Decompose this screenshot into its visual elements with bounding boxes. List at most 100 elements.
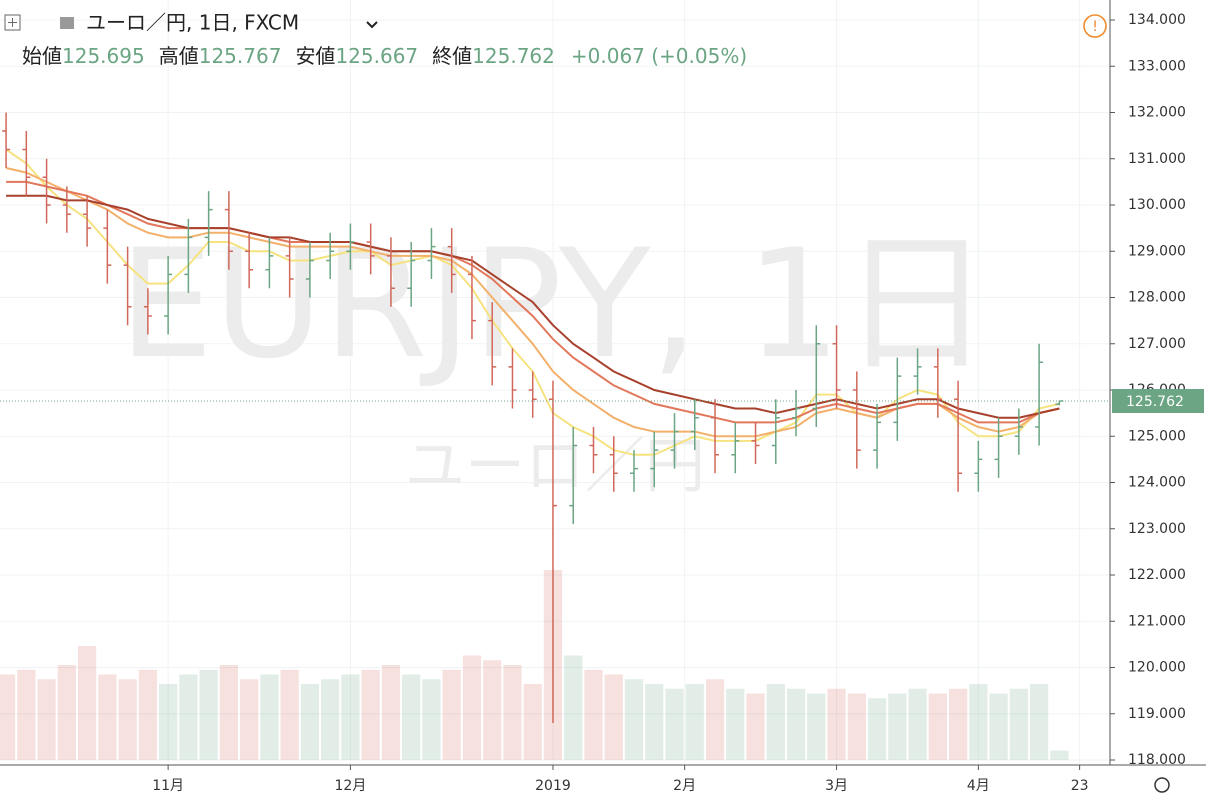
y-tick-label: 128.000 — [1128, 290, 1186, 306]
moving-average — [6, 180, 1060, 424]
ohlc-values: 始値125.695 高値125.767 安値125.667 終値125.762 +0.0… — [22, 44, 747, 68]
x-tick-label: 4月 — [967, 778, 990, 794]
moving-average — [5, 167, 1060, 438]
volume-bar — [665, 688, 684, 760]
volume-bar — [523, 684, 542, 760]
y-tick-label: 118.000 — [1128, 752, 1186, 768]
volume-bar — [422, 679, 441, 760]
icon — [60, 17, 74, 29]
volume-bar — [928, 693, 947, 760]
ohlc-value: 125.762 — [472, 44, 555, 68]
volume-bar — [300, 684, 320, 760]
volume-bar — [624, 679, 644, 760]
volume-bar — [118, 679, 137, 760]
y-tick-label: 130.000 — [1128, 197, 1186, 213]
y-tick-label: 125.000 — [1128, 428, 1186, 444]
volume-bar — [280, 669, 299, 760]
y-tick-label: 124.000 — [1128, 475, 1186, 491]
volume-bar — [584, 669, 603, 760]
last-price-box — [1112, 389, 1204, 414]
volume-bar — [260, 674, 279, 760]
x-tick-label: 11月 — [152, 778, 184, 794]
ohlc-value: 125.767 — [199, 44, 282, 68]
volume-bar — [867, 698, 887, 760]
volume-bar — [1009, 688, 1028, 760]
volume-bar — [969, 684, 988, 760]
volume — [0, 570, 1069, 760]
volume-bar — [503, 665, 522, 760]
volume-bar — [0, 674, 16, 760]
volume-bar — [442, 669, 461, 760]
alert-icon[interactable] — [1083, 14, 1107, 38]
icon — [4, 14, 21, 31]
volume-bar — [199, 669, 218, 760]
alert-icon[interactable]: ! — [1092, 19, 1098, 35]
volume-bar — [57, 665, 76, 760]
x-tick-label: 23 — [1071, 778, 1089, 794]
volume-bar — [746, 693, 765, 760]
volume-bar — [766, 684, 785, 760]
chevron[interactable] — [366, 21, 378, 29]
volume-bar — [138, 669, 157, 760]
volume-bar — [604, 674, 623, 760]
y-tick-label: 131.000 — [1128, 151, 1186, 167]
volume-bar — [462, 655, 482, 760]
x-tick-label: 2月 — [673, 778, 696, 794]
volume-bar — [888, 693, 907, 760]
volume-bar — [402, 674, 421, 760]
volume-bar — [807, 693, 826, 760]
volume-bar — [321, 679, 340, 760]
volume-bar — [361, 669, 380, 760]
ohlc-value: 125.667 — [335, 44, 418, 68]
ohlc-label: 安値 — [295, 44, 335, 68]
settings-icon[interactable] — [1154, 777, 1170, 793]
volume-bar — [159, 684, 178, 760]
volume-bar — [908, 688, 927, 760]
last-price-label: 125.762 — [1126, 394, 1184, 410]
header: ユーロ／円, 1日, FXCM 始値125.695 高値125.767 安値125.… — [4, 11, 1107, 68]
ohlc-label: 終値 — [432, 44, 472, 68]
y-tick-label: 120.000 — [1128, 660, 1186, 676]
time-axis — [0, 765, 1206, 802]
change: +0.067 (+0.05%) — [571, 44, 747, 68]
symbol[interactable]: ユーロ／円, 1日, FXCM — [86, 11, 299, 35]
volume-bar — [1050, 750, 1069, 760]
volume-bar — [381, 665, 401, 760]
x-tick-label: 2019 — [535, 778, 571, 794]
y-tick-label: 127.000 — [1128, 336, 1186, 352]
y-tick-label: 121.000 — [1128, 613, 1186, 629]
volume-bar — [685, 684, 704, 760]
x-tick-label: 3月 — [825, 778, 848, 794]
volume-bar — [847, 693, 866, 760]
y-tick-label: 134.000 — [1128, 12, 1186, 28]
volume-bar — [948, 688, 968, 760]
watermark-sub: ユーロ／円 — [405, 432, 705, 502]
volume-bar — [1029, 684, 1049, 760]
watermark: EURJPY, 1日 — [119, 218, 992, 392]
y-tick-label: 132.000 — [1128, 105, 1186, 121]
volume-bar — [726, 688, 745, 760]
ohlc-label: 始値 — [22, 44, 62, 68]
y-tick-label: 123.000 — [1128, 521, 1186, 537]
y-tick-label: 119.000 — [1128, 706, 1186, 722]
volume-bar — [341, 674, 360, 760]
volume-bar — [37, 679, 56, 760]
icon — [8, 18, 17, 27]
volume-bar — [989, 693, 1008, 760]
volume-bar — [17, 669, 36, 760]
volume-bar — [786, 688, 806, 760]
volume-bar — [645, 684, 664, 760]
ohlc-value: 125.695 — [62, 44, 145, 68]
y-tick-label: 133.000 — [1128, 58, 1186, 74]
x-tick-label: 12月 — [335, 778, 367, 794]
volume-bar — [179, 674, 198, 760]
volume-bar — [77, 646, 97, 760]
volume-bar — [827, 688, 846, 760]
volume-bar — [483, 660, 502, 760]
ohlc-label: 高値 — [159, 44, 199, 68]
y-tick-label: 122.000 — [1128, 567, 1186, 583]
volume-bar — [240, 679, 259, 760]
volume-bar — [705, 679, 725, 760]
